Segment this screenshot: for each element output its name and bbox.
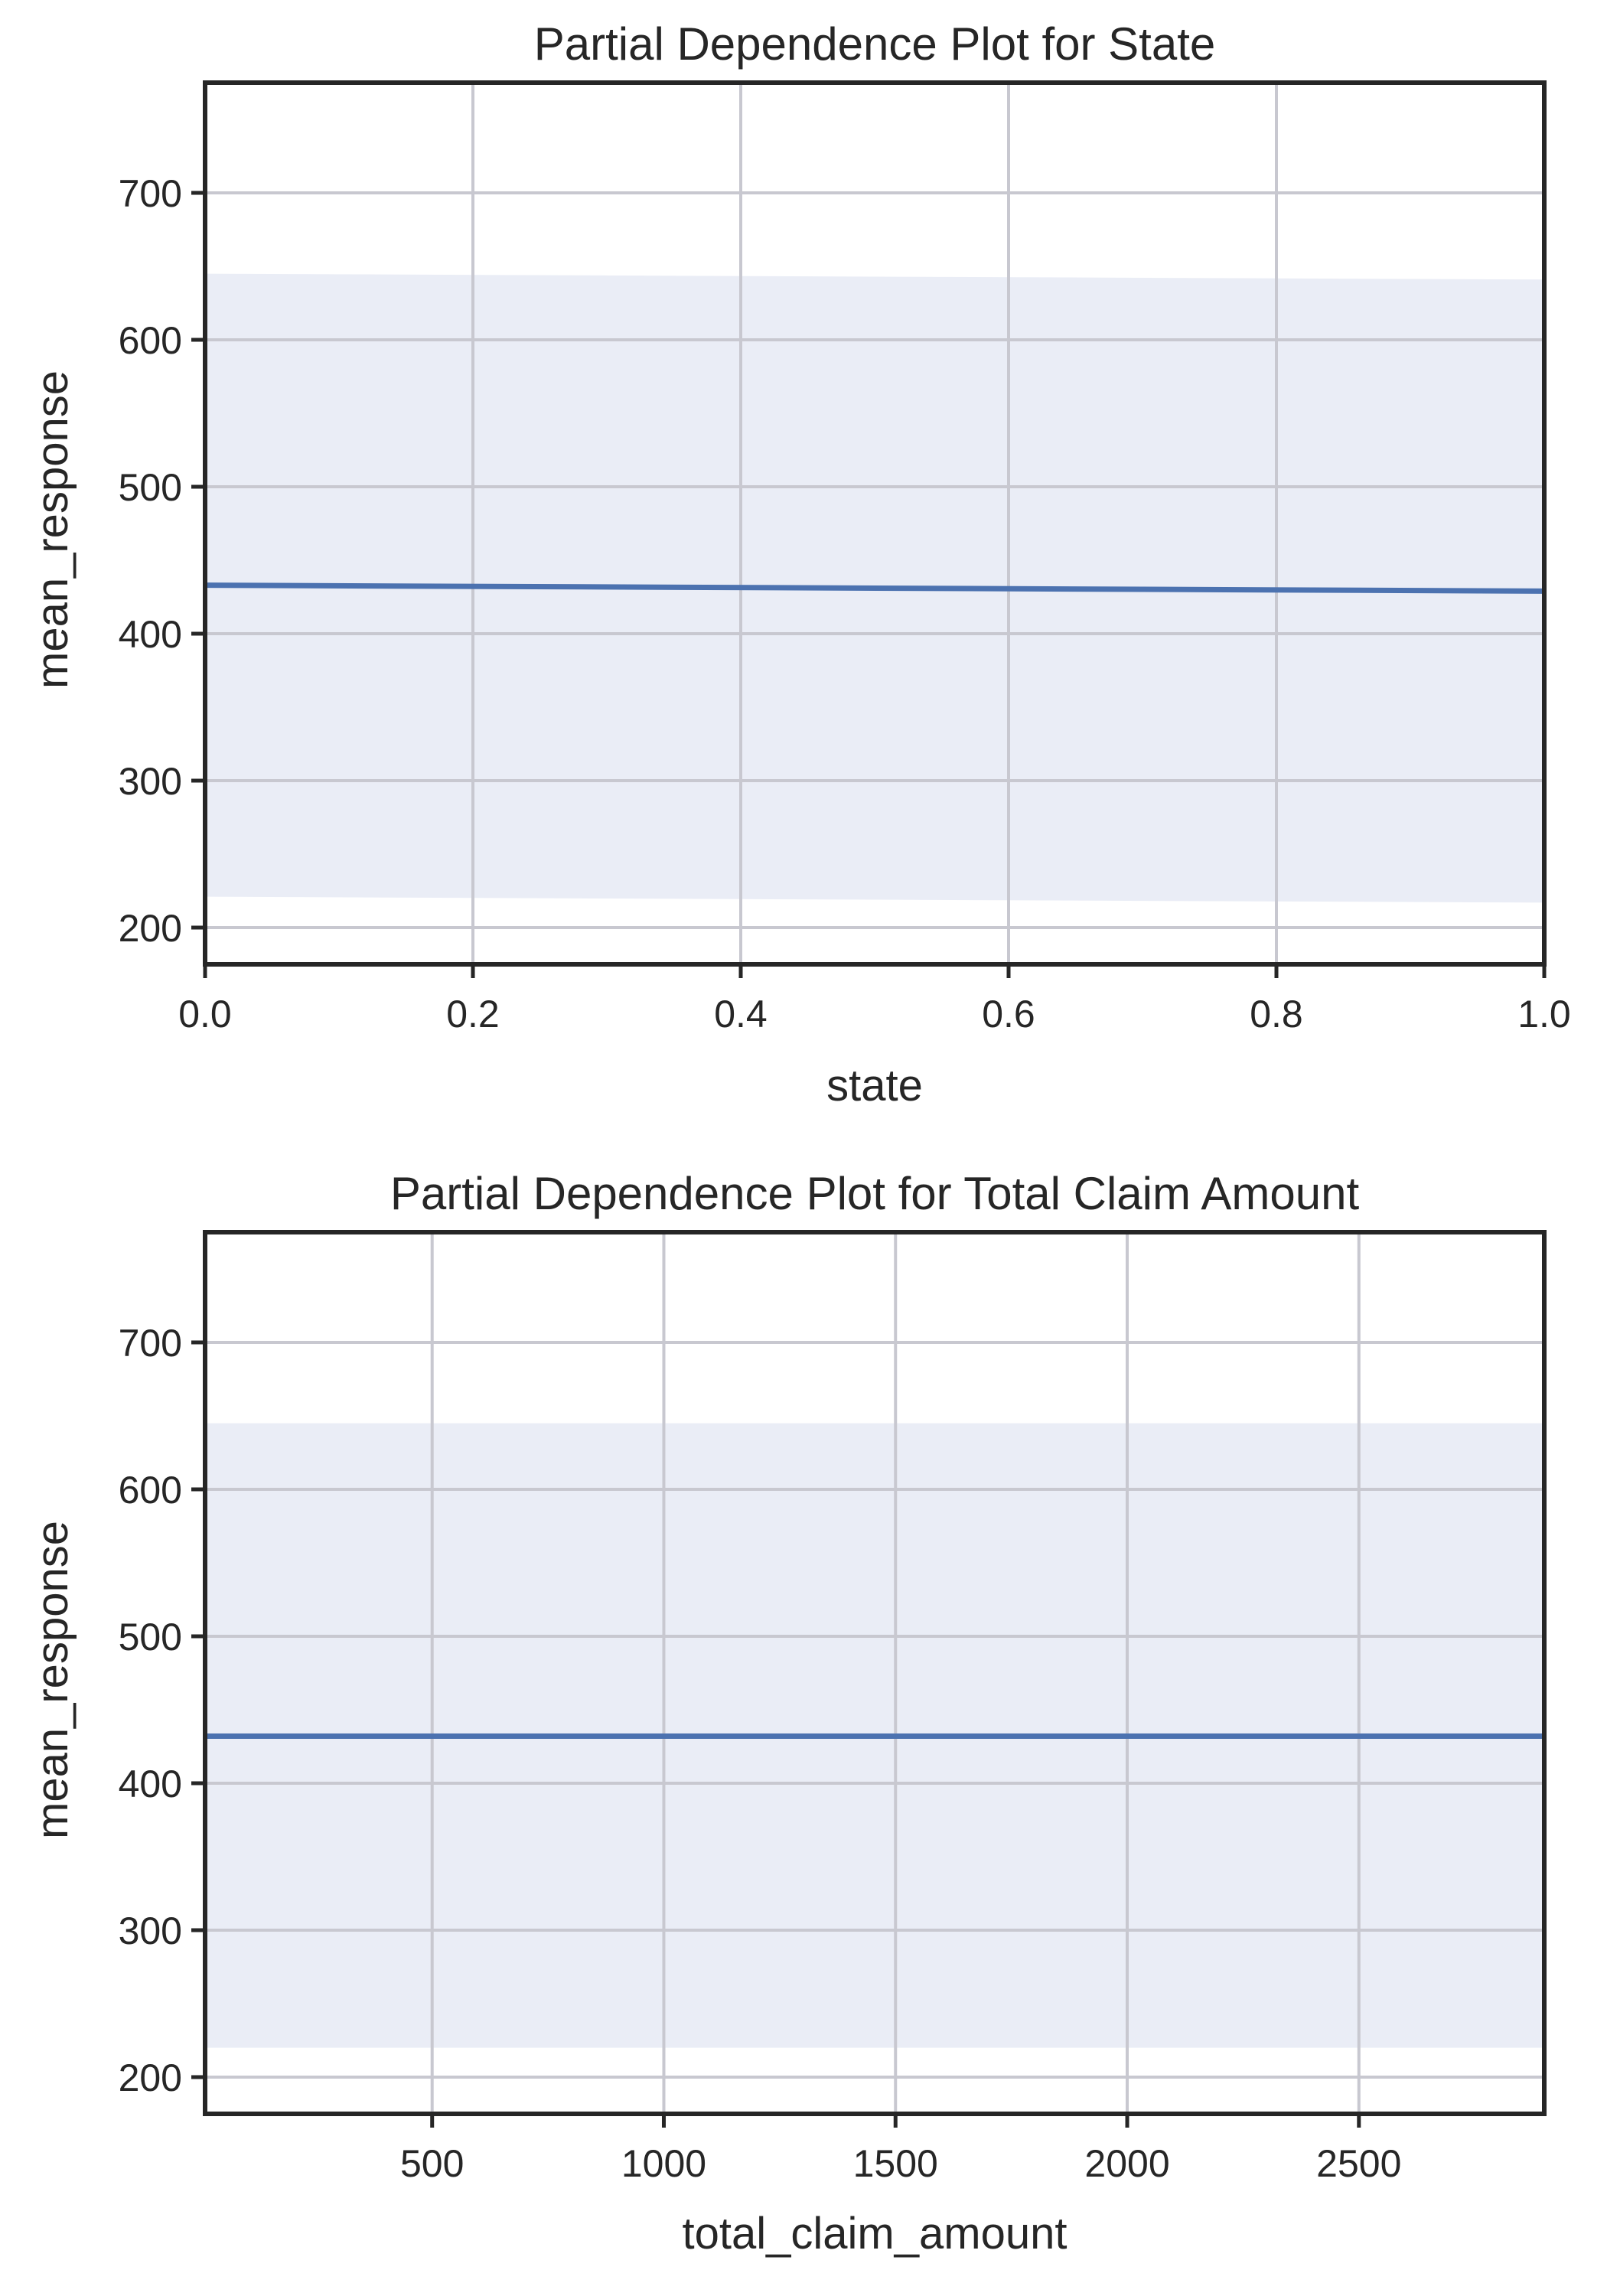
x-tick-label: 0.2 bbox=[446, 993, 500, 1035]
x-tick-label: 2500 bbox=[1316, 2142, 1401, 2185]
x-tick-label: 500 bbox=[400, 2142, 464, 2185]
x-tick-label: 0.8 bbox=[1250, 993, 1303, 1035]
y-axis-label: mean_response bbox=[28, 370, 77, 689]
y-tick-label: 300 bbox=[119, 760, 182, 803]
plot-frame bbox=[203, 80, 1547, 967]
y-tick-label: 700 bbox=[119, 1322, 182, 1365]
chart-title: Partial Dependence Plot for State bbox=[534, 18, 1216, 70]
y-axis-label: mean_response bbox=[28, 1521, 77, 1839]
x-tick-label: 0.0 bbox=[178, 993, 232, 1035]
y-tick-label: 500 bbox=[119, 1616, 182, 1658]
chart-title: Partial Dependence Plot for Total Claim … bbox=[390, 1168, 1360, 1219]
chart-total-claim-amount: Partial Dependence Plot for Total Claim … bbox=[28, 1168, 1547, 2258]
plot-frame bbox=[203, 1230, 1547, 2116]
y-tick-label: 200 bbox=[119, 2056, 182, 2099]
x-tick-label: 0.6 bbox=[982, 993, 1035, 1035]
x-tick-label: 1000 bbox=[621, 2142, 706, 2185]
x-tick-label: 0.4 bbox=[714, 993, 768, 1035]
x-axis-label: state bbox=[826, 1061, 923, 1110]
y-tick-label: 700 bbox=[119, 172, 182, 215]
x-tick-label: 1.0 bbox=[1517, 993, 1571, 1035]
y-tick-label: 400 bbox=[119, 1763, 182, 1805]
x-tick-label: 2000 bbox=[1084, 2142, 1169, 2185]
y-tick-label: 300 bbox=[119, 1910, 182, 1952]
y-tick-label: 600 bbox=[119, 1469, 182, 1512]
y-tick-label: 200 bbox=[119, 907, 182, 950]
x-tick-label: 1500 bbox=[853, 2142, 938, 2185]
series-line-0 bbox=[204, 582, 1545, 594]
x-axis-label: total_claim_amount bbox=[683, 2209, 1068, 2258]
y-tick-label: 600 bbox=[119, 319, 182, 362]
chart-state: Partial Dependence Plot for State state … bbox=[28, 18, 1571, 1110]
y-tick-label: 400 bbox=[119, 613, 182, 656]
y-tick-label: 500 bbox=[119, 466, 182, 509]
